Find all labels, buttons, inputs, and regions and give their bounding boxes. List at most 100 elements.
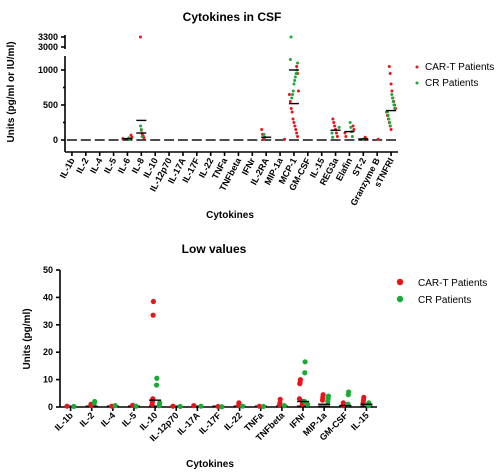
chart2-x-tick-label: IL-4 <box>99 410 117 428</box>
chart1-point-cr <box>262 132 266 136</box>
chart1-point-cr <box>393 107 397 110</box>
chart2-point-cr <box>345 392 351 398</box>
chart1-point-car-t <box>334 131 338 135</box>
chart2-y-tick-label: 20 <box>43 347 53 357</box>
chart1-point-cr <box>289 35 293 39</box>
chart1-point-car-t <box>287 93 291 96</box>
chart1-point-car-t <box>296 89 300 93</box>
chart1-point-car-t <box>295 65 299 68</box>
chart1-xlabel: Cytokines <box>206 210 254 221</box>
chart1-point-cr <box>391 96 395 100</box>
chart2-x-tick-label: IL-17F <box>197 410 223 436</box>
chart1-x-tick-label: IL-4 <box>88 156 104 175</box>
chart1-point-car-t <box>295 131 299 135</box>
chart2-y-tick-label: 30 <box>43 320 53 330</box>
chart1-title: Cytokines in CSF <box>183 10 282 24</box>
chart1-point-cr <box>288 58 292 61</box>
chart1-point-cr <box>293 75 297 79</box>
chart2-x-tick-label: IL-2 <box>78 410 96 428</box>
chart2-point-cr <box>325 398 331 405</box>
chart1-point-car-t <box>333 124 337 128</box>
chart2-point-cr <box>156 403 162 409</box>
chart1-point-cr <box>392 103 396 107</box>
chart2-point-cr <box>305 401 311 407</box>
chart2-x-tick-label: IL-15 <box>349 410 371 432</box>
chart1-point-car-t <box>290 110 294 114</box>
chart2-point-car-t <box>276 402 283 408</box>
chart2-y-tick-label: 0 <box>48 402 53 412</box>
chart1-point-car-t <box>351 124 355 128</box>
chart2-point-cr <box>302 359 308 365</box>
chart2-point-cr <box>219 404 225 410</box>
chart2-point-cr <box>71 403 77 410</box>
chart1-point-cr <box>291 89 295 93</box>
chart2-point-car-t <box>297 381 303 387</box>
chart1-point-car-t <box>388 72 392 75</box>
chart1-legend-marker-car-t <box>415 65 419 69</box>
chart2-legend-cr: CR Patients <box>418 295 471 306</box>
chart1-point-cr <box>391 100 395 103</box>
chart2-point-cr <box>91 400 97 406</box>
chart2-point-car-t <box>149 401 155 407</box>
chart-marks: 0500100030003300IL-1bIL-2IL-4IL-5IL-6IL-… <box>38 32 419 443</box>
chart1-point-cr <box>296 61 300 65</box>
chart1-point-cr <box>293 79 297 82</box>
chart2-legend-marker-cr <box>396 295 404 303</box>
chart1-x-tick-label: IL-5 <box>102 156 118 175</box>
chart2-point-car-t <box>150 298 157 305</box>
chart1-point-cr <box>387 117 391 121</box>
chart2-x-tick-label: IL-5 <box>120 410 138 428</box>
chart1-point-car-t <box>129 133 133 137</box>
chart2-point-cr <box>133 403 139 409</box>
chart1-point-cr <box>290 93 294 96</box>
chart2-ylabel: Units (pg/ml) <box>22 308 33 369</box>
chart1-legend-cr: CR Patients <box>425 78 478 89</box>
chart2-title: Low values <box>182 242 247 256</box>
chart2-x-tick-label: IL-1b <box>53 410 76 433</box>
chart1-y-tick-label: 1000 <box>38 65 58 75</box>
chart2-point-cr <box>153 382 160 388</box>
chart1-point-cr <box>140 135 144 138</box>
chart1-point-cr <box>294 72 298 75</box>
chart2-point-car-t <box>191 403 197 409</box>
chart2-point-car-t <box>150 312 156 318</box>
chart2-point-cr <box>154 375 160 381</box>
chart1-point-car-t <box>289 107 293 110</box>
chart1-point-cr <box>388 124 392 128</box>
chart1-point-cr <box>290 96 294 100</box>
chart1-point-cr <box>390 93 394 96</box>
chart1-point-cr <box>348 121 352 124</box>
chart1-point-car-t <box>352 128 356 131</box>
chart2-point-car-t <box>215 403 221 410</box>
chart1-point-car-t <box>387 65 391 68</box>
chart1-point-cr <box>337 125 341 129</box>
chart2-point-cr <box>112 403 118 409</box>
chart1-x-tick-label: IL-2 <box>74 156 90 175</box>
chart2-point-cr <box>260 403 267 410</box>
chart2-point-cr <box>240 403 246 409</box>
chart2-point-car-t <box>170 403 176 409</box>
chart1-point-car-t <box>389 82 393 86</box>
chart1-x-tick-label: IL-1b <box>58 156 77 180</box>
chart2-point-car-t <box>256 403 262 409</box>
chart1-point-car-t <box>332 121 336 124</box>
chart1-y-tick-label: 500 <box>43 100 58 110</box>
chart1-point-car-t <box>294 128 298 131</box>
chart2-point-cr <box>177 403 183 410</box>
chart1-y-tick-label: 3300 <box>38 32 58 42</box>
chart2-x-tick-label: IL-17A <box>175 410 202 437</box>
chart1-point-cr <box>350 135 354 138</box>
chart1-point-car-t <box>283 137 287 141</box>
chart1-point-car-t <box>363 135 367 139</box>
chart1-point-car-t <box>296 135 300 138</box>
chart1-point-cr <box>388 121 392 124</box>
chart1-point-car-t <box>291 117 295 121</box>
chart1-point-car-t <box>138 35 142 39</box>
chart1-point-car-t <box>260 128 264 131</box>
chart1-x-tick-label: IL-6 <box>116 156 132 175</box>
chart1-point-cr <box>331 135 335 139</box>
chart2-point-cr <box>198 403 204 409</box>
chart2-point-car-t <box>319 397 326 403</box>
chart2-y-tick-label: 50 <box>43 265 53 275</box>
